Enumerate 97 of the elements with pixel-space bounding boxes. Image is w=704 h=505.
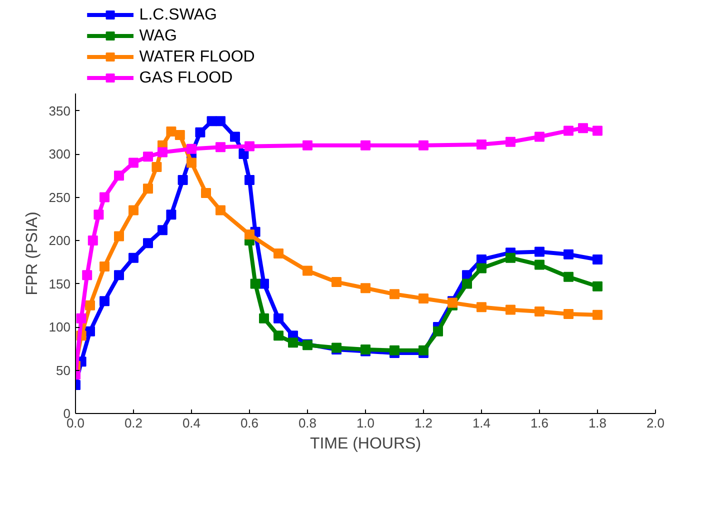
point — [216, 116, 226, 126]
point — [94, 210, 104, 220]
point — [216, 205, 226, 216]
point — [476, 302, 486, 312]
x-tick-label: 2.0 — [646, 416, 665, 430]
point — [259, 313, 269, 324]
point — [462, 278, 472, 289]
point — [418, 293, 428, 304]
x-tick-label: 1.6 — [530, 416, 549, 430]
point — [534, 260, 544, 270]
point — [128, 158, 138, 168]
point — [114, 270, 124, 280]
point — [244, 229, 254, 240]
point — [506, 304, 516, 315]
point — [274, 248, 284, 258]
point — [238, 149, 249, 160]
y-tick-label: 200 — [48, 233, 71, 248]
point — [201, 188, 211, 198]
point — [100, 261, 110, 272]
point — [195, 127, 206, 138]
point — [166, 210, 176, 220]
x-tick-label: 1.8 — [588, 416, 607, 430]
point — [85, 326, 95, 336]
legend-label: L.C.SWAG — [139, 6, 217, 24]
point — [244, 141, 254, 152]
point — [433, 326, 443, 336]
point — [76, 313, 86, 324]
x-tick-label: 0.2 — [124, 416, 143, 430]
point — [534, 246, 544, 257]
x-tick-label: 1.4 — [472, 416, 491, 430]
point — [390, 289, 400, 300]
point — [592, 254, 602, 265]
point — [564, 272, 574, 282]
point — [88, 236, 98, 246]
point — [114, 231, 124, 242]
point — [250, 278, 260, 289]
point — [274, 313, 284, 324]
y-tick-label: 300 — [48, 146, 71, 162]
point — [506, 252, 516, 263]
point — [178, 174, 188, 185]
point — [244, 174, 254, 185]
point — [128, 252, 138, 263]
point — [82, 270, 92, 280]
point — [534, 132, 544, 142]
point — [564, 309, 574, 320]
point — [564, 249, 574, 260]
point — [128, 205, 138, 216]
point — [418, 345, 428, 356]
point — [216, 142, 226, 152]
y-tick-label: 250 — [48, 190, 71, 205]
legend-label: GAS FLOOD — [139, 70, 233, 86]
point — [592, 126, 602, 136]
point — [534, 306, 544, 316]
point — [390, 345, 400, 356]
x-tick-label: 0.6 — [240, 416, 259, 430]
point — [143, 238, 153, 248]
y-tick-label: 150 — [48, 276, 71, 292]
point — [360, 283, 370, 294]
y-tick-label: 100 — [48, 320, 71, 335]
point — [506, 136, 516, 147]
legend-label: WAG — [139, 28, 177, 44]
point — [158, 225, 168, 236]
point — [143, 152, 153, 162]
point — [360, 140, 370, 150]
x-tick-label: 1.2 — [414, 416, 433, 430]
point — [274, 330, 284, 341]
point — [302, 140, 312, 150]
y-tick-label: 350 — [48, 103, 71, 118]
point — [85, 300, 95, 310]
point — [174, 130, 185, 140]
point — [578, 123, 588, 134]
point — [143, 184, 153, 194]
point — [100, 296, 110, 306]
point — [114, 170, 124, 181]
x-axis-title: TIME (HOURS) — [310, 436, 422, 452]
point — [302, 266, 312, 276]
point — [166, 126, 176, 137]
point — [592, 281, 602, 292]
point — [592, 310, 602, 320]
point — [288, 338, 298, 348]
point — [476, 140, 486, 150]
point — [230, 132, 240, 142]
point — [476, 263, 486, 274]
point — [158, 147, 168, 158]
point — [186, 144, 196, 154]
y-tick-label: 50 — [56, 362, 71, 378]
x-tick-label: 0.8 — [298, 416, 317, 430]
point — [332, 277, 342, 288]
point — [152, 162, 162, 172]
point — [100, 192, 110, 202]
point — [418, 140, 428, 150]
point — [564, 126, 574, 136]
y-axis-title: FPR (PSIA) — [24, 212, 41, 296]
x-tick-label: 0.4 — [182, 416, 201, 430]
point — [186, 158, 196, 168]
x-tick-label: 1.0 — [356, 416, 375, 430]
legend-label: WATER FLOOD — [139, 48, 255, 66]
